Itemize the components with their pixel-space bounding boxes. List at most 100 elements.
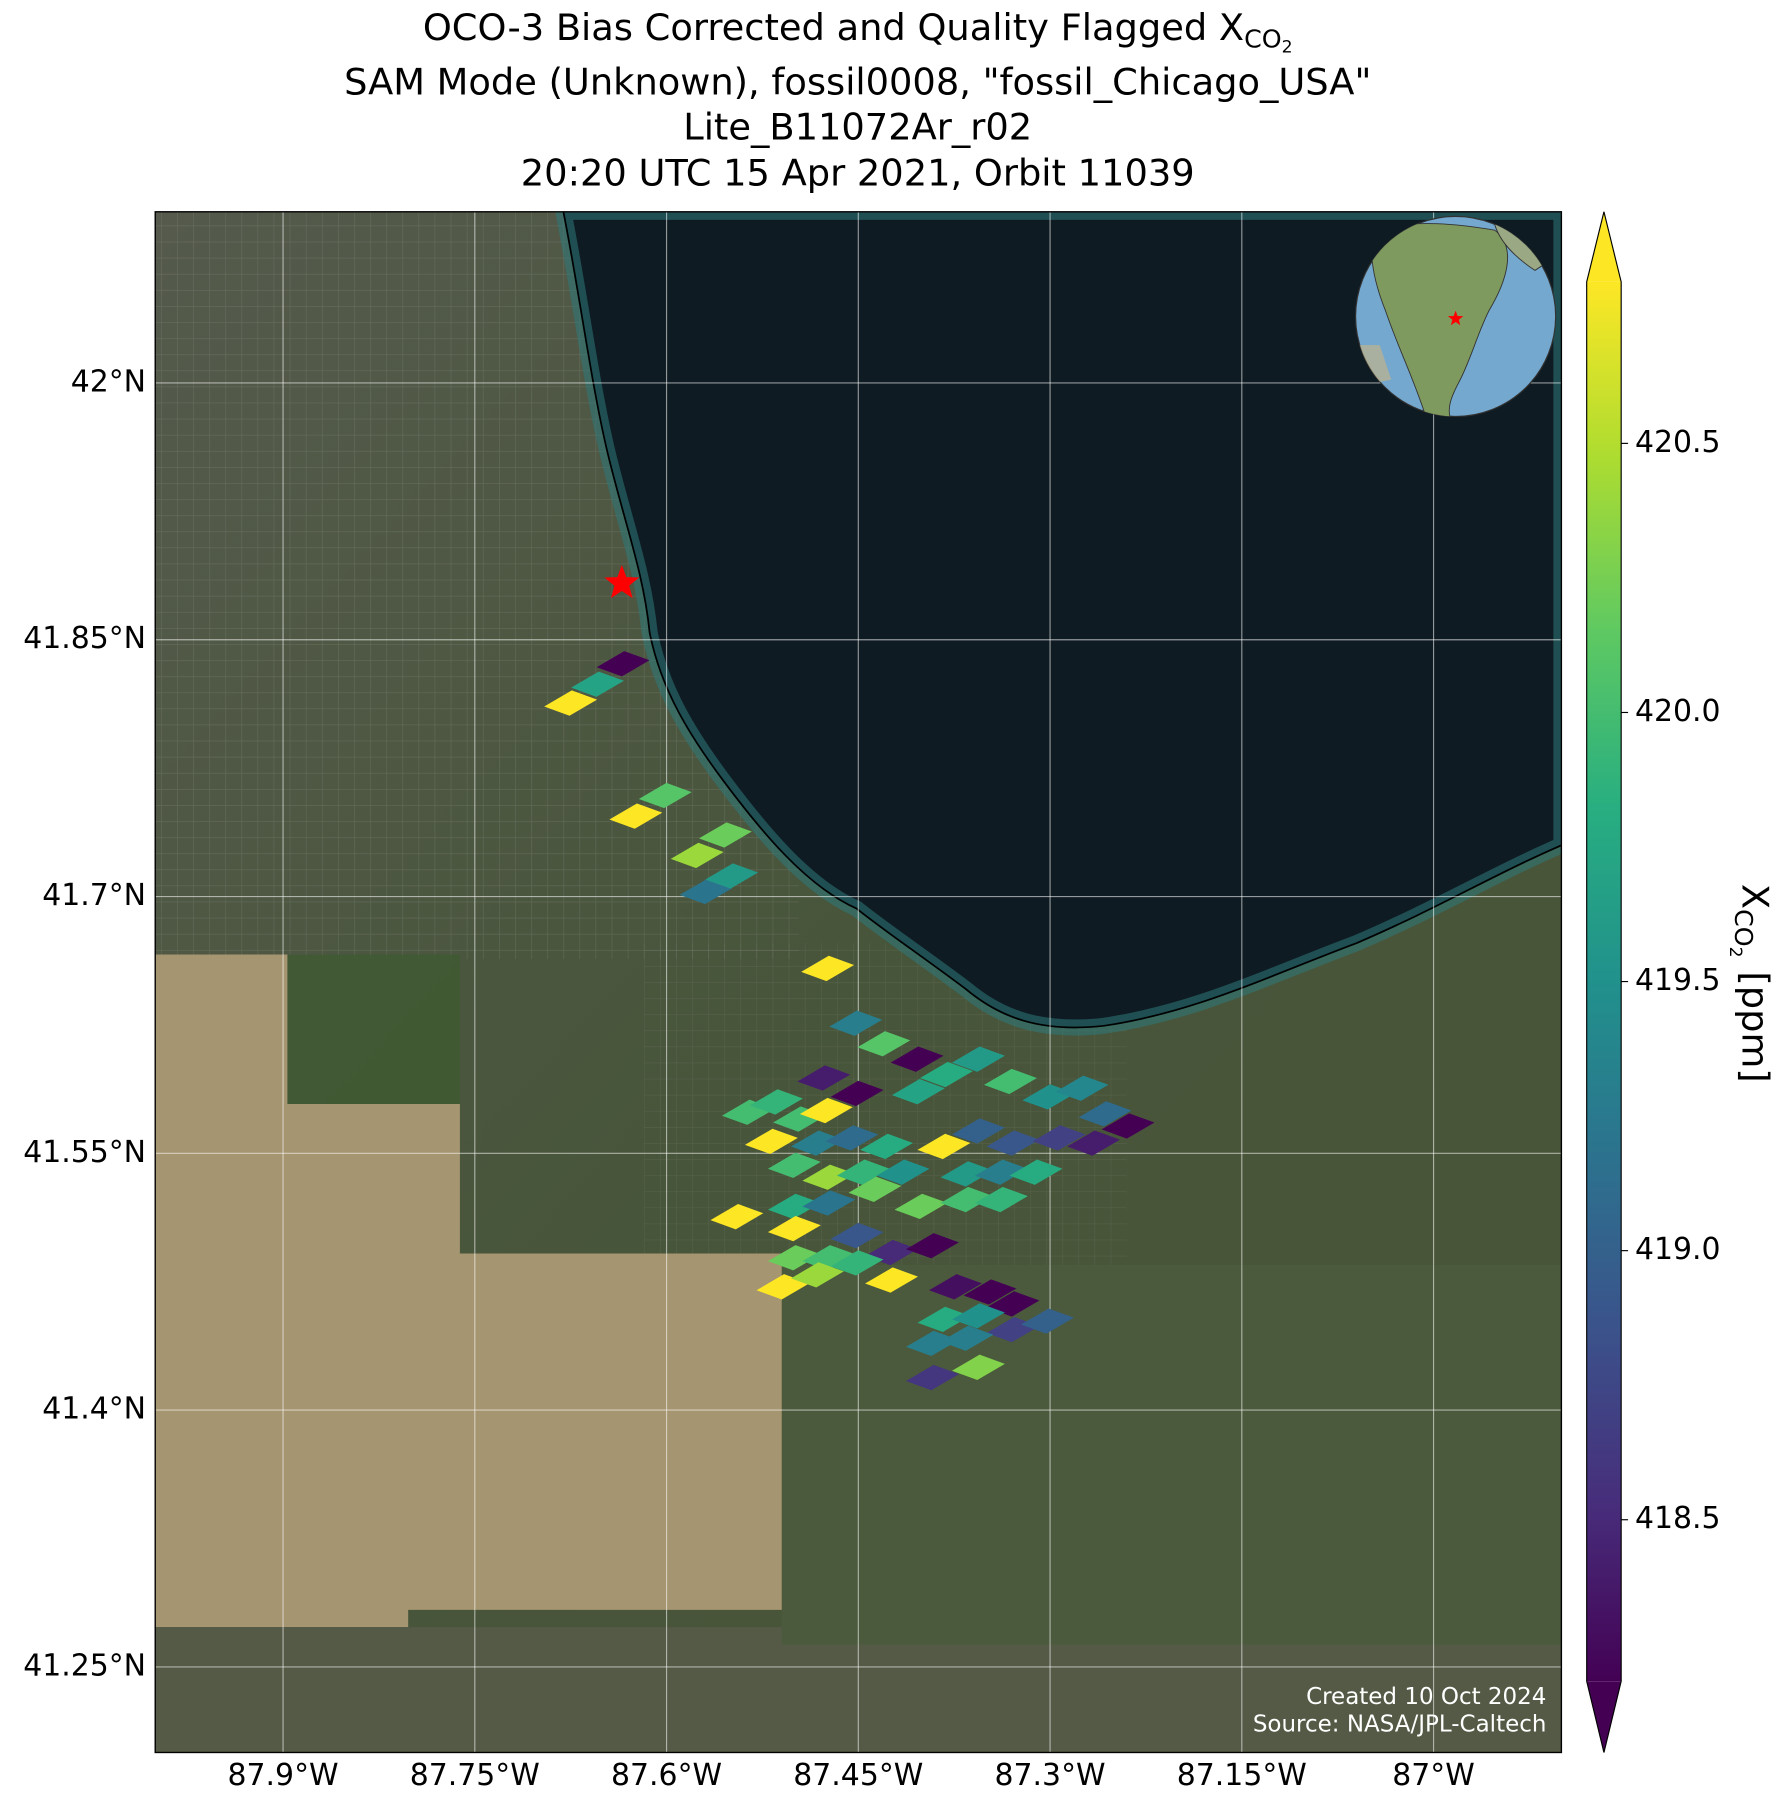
colorbar-label-subscript: CO [1729,909,1758,947]
footprint [679,878,733,905]
footprint [710,1204,764,1230]
footprint [799,1097,853,1124]
footprints [544,564,1155,1391]
footprint [920,1061,973,1088]
title-sub-subscript: 2 [1282,37,1293,57]
footprint [802,1190,856,1216]
footprint [975,1159,1028,1185]
chart-title: OCO-3 Bias Corrected and Quality Flagged… [423,5,1293,57]
footprint [609,803,663,829]
colorbar-tick-label: 418.5 [1635,1501,1721,1536]
footprint [825,1125,879,1151]
footprint [1078,1101,1132,1127]
footprint [963,1279,1017,1305]
x-tick-label: 87.15°W [1177,1758,1307,1793]
footprint [1101,1113,1155,1139]
footprint [952,1303,1005,1329]
footprint [986,1291,1040,1317]
footprint [836,1159,890,1185]
footprint [1032,1125,1086,1151]
footprint [1067,1130,1120,1156]
footprint [857,1031,911,1057]
map-frame [154,211,1563,1754]
x-tick-label: 87.75°W [410,1758,540,1793]
footprint [571,671,624,697]
colorbar-body [1586,281,1622,1682]
x-tick-label: 87.6°W [611,1758,722,1793]
footprint [544,690,598,716]
colorbar: 418.5 419.0 419.5 420.0 420.5 XCO2 [ppm] [1586,211,1777,1753]
footprint [749,1089,803,1115]
colorbar-extend-max [1586,211,1622,282]
subtitle: Lite_B11072Ar_r02 [683,106,1032,149]
footprint [1020,1308,1074,1334]
footprint [894,1193,948,1219]
y-tick-label: 41.4°N [42,1392,146,1427]
y-tick-label: 42°N [71,364,146,399]
footprint [940,1325,994,1351]
footprint [986,1130,1040,1156]
footprint [975,1186,1028,1213]
colorbar-tick-label: 420.0 [1635,694,1721,729]
footprint [802,1164,856,1190]
footprint [860,1133,913,1160]
globe-land [1371,223,1509,417]
footprint [1009,1159,1063,1185]
colorbar-outline [1586,211,1622,1753]
footprint [917,1306,971,1333]
footprint [767,1193,821,1219]
colorbar-label: XCO2 [ppm] [1725,884,1777,1083]
colorbar-tick-label: 420.5 [1635,425,1721,460]
footprint [940,1186,994,1213]
footprint [830,1080,884,1107]
x-tick-label: 87.9°W [228,1758,339,1793]
footprint [705,863,759,889]
globe-target-marker [1447,310,1464,326]
y-tick-label: 41.25°N [23,1648,146,1683]
annotation: Source: NASA/JPL-Caltech [1253,1711,1547,1737]
footprint [596,651,650,677]
footprint [767,1152,821,1178]
footprint [790,1262,844,1288]
footprint [756,1274,810,1300]
colorbar-tick-label: 419.0 [1635,1232,1721,1267]
y-tick-label: 41.55°N [23,1135,146,1170]
grid [155,211,1562,1753]
footprint [906,1330,959,1357]
footprint [952,1354,1005,1380]
x-tick-label: 87°W [1392,1758,1474,1793]
footprint [744,1128,798,1155]
title-text: OCO-3 Bias Corrected and Quality Flagged… [423,5,1244,48]
footprint [940,1161,994,1187]
footprint [952,1118,1005,1144]
footprint [952,1046,1005,1072]
footprint [797,1065,851,1091]
footprint [983,1068,1037,1095]
title-subscript: CO [1244,24,1282,53]
x-tick-label: 87.3°W [995,1758,1106,1793]
footprint [848,1176,902,1202]
footprint [790,1130,844,1156]
subtitle: 20:20 UTC 15 Apr 2021, Orbit 11039 [521,151,1195,194]
footprint [638,782,692,809]
shoreline [562,211,1562,1029]
colorbar-label-sub-subscript: 2 [1725,947,1745,958]
footprint [906,1233,959,1259]
y-tick-label: 41.85°N [23,621,146,656]
subtitle: SAM Mode (Unknown), fossil0008, "fossil_… [344,61,1371,104]
footprint [865,1267,918,1293]
annotation: Created 10 Oct 2024 [1306,1684,1546,1710]
forest [287,954,460,1105]
footprint [830,1250,884,1276]
footprint [829,1010,883,1036]
footprint [670,842,724,869]
footprint [929,1274,982,1300]
footprint [767,1215,821,1242]
farmland-green [781,1264,1562,1645]
y-tick-label: 41.7°N [42,878,146,913]
x-tick-label: 87.45°W [793,1758,923,1793]
footprint [1055,1075,1109,1101]
footprint [906,1364,959,1391]
